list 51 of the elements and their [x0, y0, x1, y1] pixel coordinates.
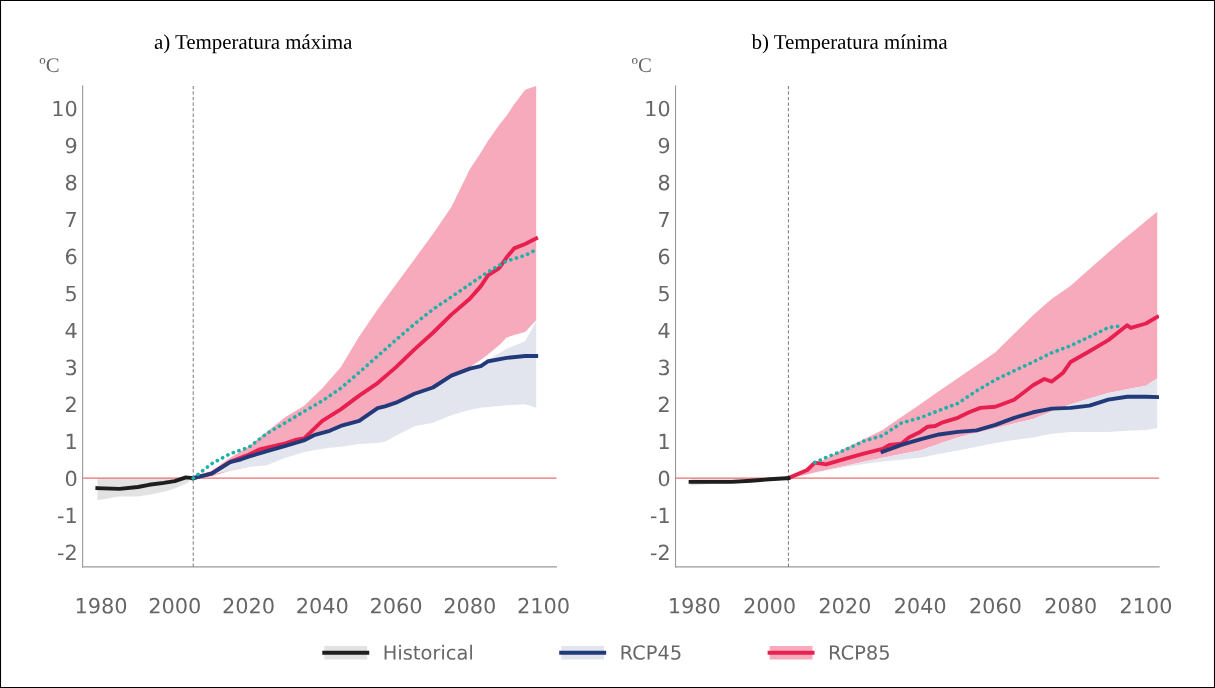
y-tick-label: 8 — [65, 174, 77, 191]
y-tick-label: 2 — [658, 396, 669, 413]
y-tick-label: 10 — [646, 100, 670, 117]
line-series — [786, 314, 1160, 481]
y-tick-label: 6 — [658, 248, 670, 265]
y-tick-label: 3 — [66, 359, 77, 376]
x-tick-label: 2020 — [819, 597, 871, 614]
chart-title: a) Temperatura máxima — [154, 34, 353, 54]
y-tick-label: 5 — [66, 285, 76, 302]
x-tick-label: 2100 — [1120, 597, 1172, 614]
y-tick-label: 7 — [659, 211, 669, 228]
y-tick-label: -1 — [650, 507, 669, 524]
y-tick-label: 2 — [66, 396, 76, 413]
y-tick-label: -2 — [58, 544, 76, 561]
x-tick-label: 2020 — [223, 597, 274, 614]
y-tick-label: 9 — [65, 137, 77, 154]
line-series — [95, 475, 196, 491]
y-tick-label: 7 — [66, 211, 76, 228]
x-tick-label: 2040 — [895, 597, 946, 614]
line-series — [880, 394, 1160, 454]
y-tick-label: 6 — [65, 248, 77, 265]
x-tick-label: 2060 — [371, 597, 422, 614]
y-axis-title: ºC — [631, 58, 651, 73]
x-tick-label: 2060 — [970, 597, 1021, 614]
chart-title: b) Temperatura mínima — [751, 34, 948, 54]
x-tick-label: 2000 — [149, 597, 200, 614]
y-tick-label: 8 — [658, 174, 670, 191]
x-tick-label: 1980 — [76, 597, 127, 614]
y-tick-label: 5 — [659, 285, 669, 302]
y-tick-label: 0 — [65, 470, 77, 487]
y-tick-label: 4 — [658, 322, 670, 339]
y-tick-label: -2 — [650, 544, 669, 561]
x-tick-label: 1980 — [670, 597, 720, 614]
y-tick-label: 4 — [65, 322, 77, 339]
x-tick-label: 2100 — [518, 597, 569, 614]
x-tick-label: 2080 — [444, 597, 495, 614]
x-tick-label: 2000 — [744, 597, 795, 614]
y-tick-label: -1 — [58, 507, 76, 524]
x-tick-label: 2040 — [297, 597, 348, 614]
y-tick-label: 9 — [658, 137, 670, 154]
y-tick-label: 1 — [66, 433, 76, 450]
y-tick-label: 1 — [659, 433, 669, 450]
y-tick-label: 0 — [658, 470, 670, 487]
y-tick-label: 10 — [53, 100, 77, 117]
legend-label: Historical — [384, 644, 472, 660]
legend-label: RCP45 — [621, 645, 681, 660]
line-series — [812, 324, 1122, 465]
legend-label: RCP85 — [829, 645, 889, 660]
y-axis-title: ºC — [39, 58, 59, 73]
y-tick-label: 3 — [659, 359, 670, 376]
x-tick-label: 2080 — [1045, 597, 1096, 614]
